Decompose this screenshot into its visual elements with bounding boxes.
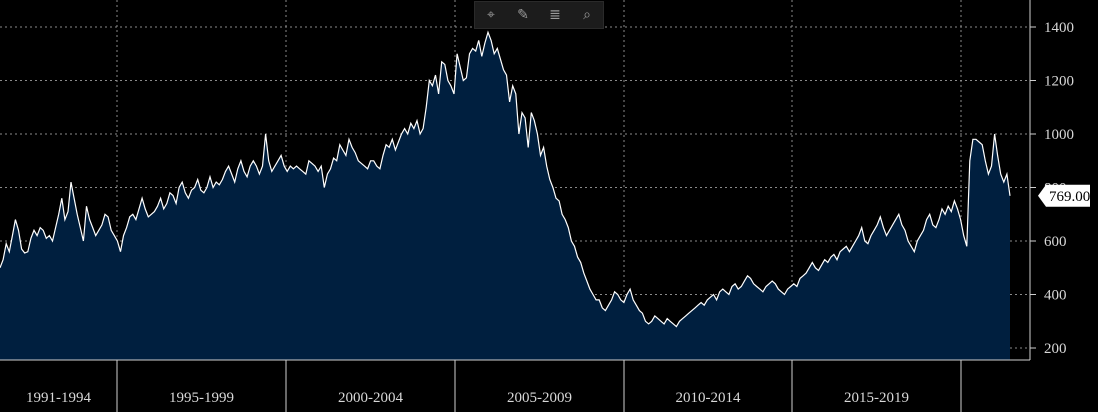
x-axis: 1991-1994 1995-1999 2000-2004 2005-2009 2010…: [26, 390, 909, 406]
x-tick-label: 2015-2019: [844, 390, 909, 406]
zoom-icon[interactable]: ⌕: [583, 7, 591, 23]
y-tick-label: 200: [1044, 341, 1067, 357]
crosshair-icon[interactable]: ⌖: [487, 7, 495, 23]
x-tick-label: 2005-2009: [507, 390, 572, 406]
last-value-label: 769.00: [1049, 189, 1090, 205]
last-value-badge: [1038, 184, 1090, 207]
y-tick-label: 1400: [1044, 20, 1074, 36]
y-tick-label: 1200: [1044, 74, 1074, 90]
series-line: [0, 30, 1011, 328]
last-value-marker[interactable]: 769.00: [1038, 184, 1090, 207]
y-tick-label: 400: [1044, 288, 1067, 304]
chart-toolbar: ⌖ ✎ ≣ ⌕: [474, 1, 604, 29]
x-tick-label: 1995-1999: [169, 390, 234, 406]
series-area: [0, 32, 1010, 361]
x-tick-label: 2000-2004: [338, 390, 403, 406]
x-tick-label: 2010-2014: [676, 390, 741, 406]
y-tick-label: 600: [1044, 234, 1067, 250]
x-tick-label: 1991-1994: [26, 390, 91, 406]
chart-axes: [0, 0, 1031, 412]
list-icon[interactable]: ≣: [549, 7, 561, 23]
pencil-icon[interactable]: ✎: [517, 7, 529, 23]
y-tick-label: 1000: [1044, 127, 1074, 143]
